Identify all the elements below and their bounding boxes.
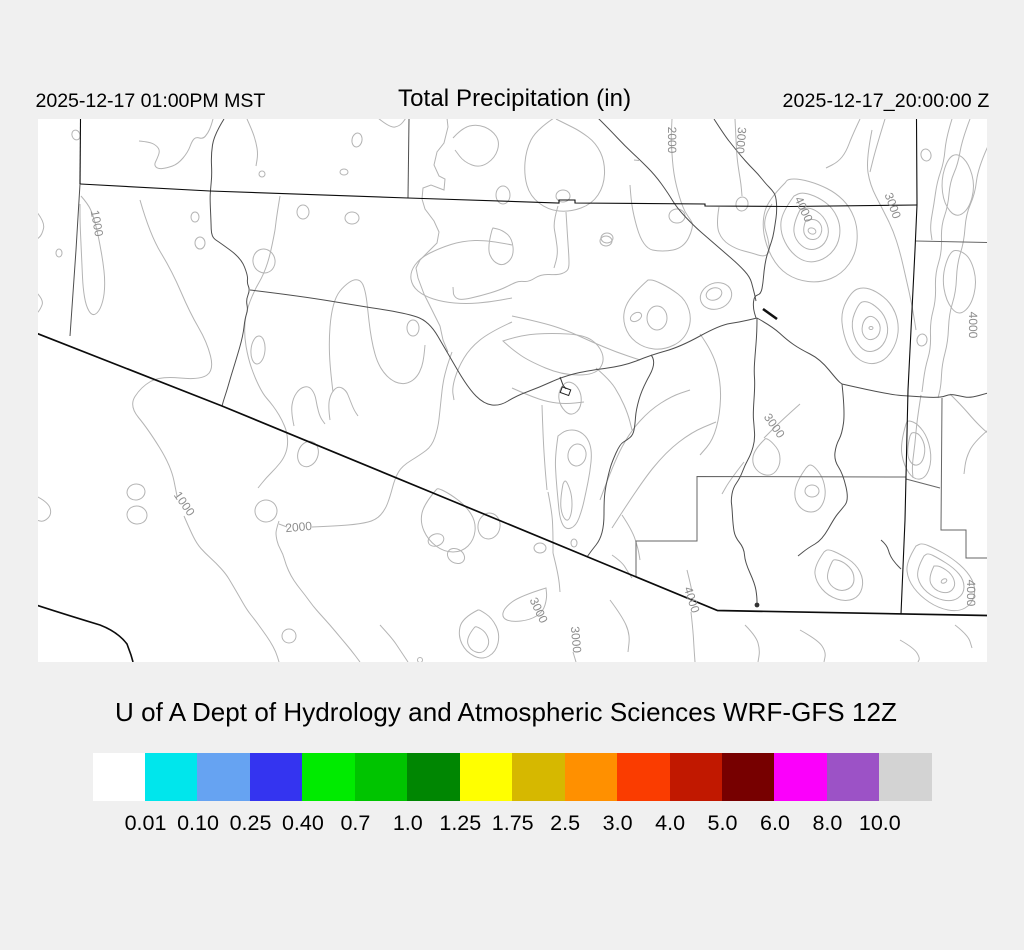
svg-text:4000: 4000 <box>964 580 978 607</box>
svg-text:4000: 4000 <box>681 585 703 615</box>
svg-text:3000: 3000 <box>568 626 584 654</box>
svg-text:1000: 1000 <box>88 209 106 238</box>
svg-text:3000: 3000 <box>733 126 749 154</box>
svg-text:3000: 3000 <box>527 595 551 625</box>
svg-text:2000: 2000 <box>665 127 679 154</box>
svg-text:2000: 2000 <box>285 519 313 535</box>
svg-text:1000: 1000 <box>171 489 198 519</box>
svg-text:4000: 4000 <box>966 312 980 339</box>
